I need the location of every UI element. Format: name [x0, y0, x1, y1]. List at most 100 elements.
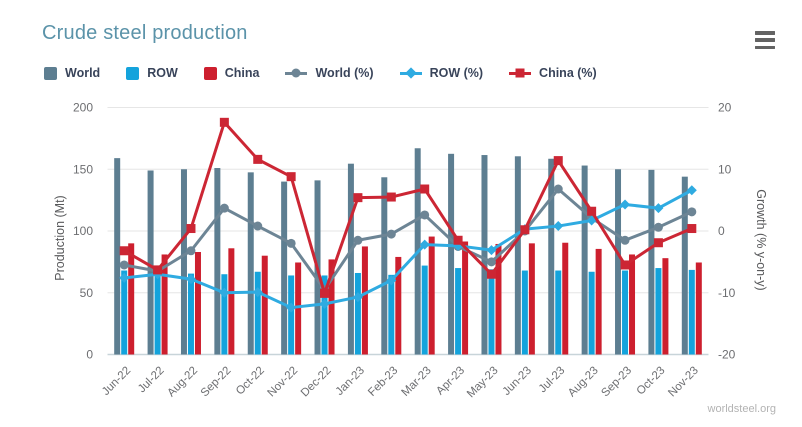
bar-china[interactable] — [562, 242, 569, 355]
circle-marker[interactable] — [286, 238, 296, 248]
square-marker[interactable] — [186, 224, 196, 234]
square-marker[interactable] — [153, 265, 163, 275]
square-marker[interactable] — [320, 288, 330, 298]
bar-row[interactable] — [688, 269, 695, 355]
circle-marker[interactable] — [219, 203, 229, 213]
bar-world[interactable] — [347, 163, 354, 355]
bar-row[interactable] — [622, 270, 629, 355]
circle-marker[interactable] — [653, 222, 663, 232]
bar-china[interactable] — [194, 251, 201, 355]
bar-row[interactable] — [354, 272, 361, 355]
square-marker[interactable] — [553, 156, 563, 166]
circle-marker[interactable] — [186, 246, 196, 256]
circle-marker[interactable] — [687, 207, 697, 217]
bar-china[interactable] — [128, 243, 135, 355]
legend-item-row-pct[interactable]: ROW (%) — [399, 66, 483, 80]
bar-china[interactable] — [295, 262, 302, 355]
bar-china[interactable] — [328, 259, 335, 355]
bar-world[interactable] — [648, 169, 655, 355]
square-marker[interactable] — [653, 238, 663, 248]
diamond-marker[interactable] — [419, 239, 430, 250]
circle-marker[interactable] — [386, 229, 396, 239]
bar-row[interactable] — [555, 270, 562, 355]
bar-row[interactable] — [254, 271, 261, 355]
bar-china[interactable] — [361, 246, 368, 355]
bar-world[interactable] — [615, 169, 622, 355]
square-marker[interactable] — [453, 235, 463, 245]
bar-row[interactable] — [321, 275, 328, 355]
chart-menu-button[interactable] — [753, 29, 777, 51]
square-marker[interactable] — [486, 269, 496, 279]
bar-china[interactable] — [228, 248, 235, 355]
bar-china[interactable] — [695, 262, 702, 355]
bar-row[interactable] — [488, 269, 495, 355]
bar-world[interactable] — [147, 170, 154, 355]
circle-marker[interactable] — [620, 235, 630, 245]
bar-world[interactable] — [514, 156, 521, 355]
bar-row[interactable] — [154, 272, 161, 355]
diamond-marker[interactable] — [553, 221, 564, 232]
credits-link[interactable]: worldsteel.org — [707, 403, 776, 415]
diamond-marker[interactable] — [119, 272, 130, 283]
bar-row[interactable] — [521, 270, 528, 355]
bar-world[interactable] — [281, 181, 288, 355]
bar-world[interactable] — [581, 165, 588, 355]
bar-world[interactable] — [180, 169, 187, 355]
diamond-marker[interactable] — [319, 298, 330, 309]
bar-world[interactable] — [114, 158, 121, 355]
bar-world[interactable] — [681, 176, 688, 355]
legend-item-world[interactable]: World — [44, 66, 100, 80]
diamond-marker[interactable] — [686, 185, 697, 196]
diamond-marker[interactable] — [386, 275, 397, 286]
square-marker[interactable] — [286, 172, 296, 182]
bar-row[interactable] — [288, 275, 295, 355]
square-marker[interactable] — [420, 184, 430, 194]
bar-row[interactable] — [655, 268, 662, 355]
legend-item-row[interactable]: ROW — [126, 66, 178, 80]
bar-china[interactable] — [395, 256, 402, 355]
square-marker[interactable] — [353, 193, 363, 203]
legend-item-world-pct[interactable]: World (%) — [285, 66, 374, 80]
diamond-marker[interactable] — [653, 203, 664, 214]
diamond-marker[interactable] — [286, 302, 297, 313]
bar-row[interactable] — [455, 268, 462, 355]
bar-row[interactable] — [388, 274, 395, 355]
bar-row[interactable] — [221, 274, 228, 355]
square-marker[interactable] — [620, 260, 630, 270]
bar-world[interactable] — [214, 168, 221, 355]
bar-china[interactable] — [161, 254, 168, 355]
bar-china[interactable] — [462, 241, 469, 355]
bar-china[interactable] — [662, 258, 669, 355]
circle-marker[interactable] — [253, 221, 263, 231]
diamond-marker[interactable] — [252, 287, 263, 298]
circle-marker[interactable] — [119, 260, 129, 270]
square-marker[interactable] — [520, 225, 530, 235]
diamond-marker[interactable] — [185, 274, 196, 285]
bar-world[interactable] — [548, 158, 555, 355]
bar-world[interactable] — [381, 177, 388, 355]
bar-china[interactable] — [629, 254, 636, 355]
legend-item-china-pct[interactable]: China (%) — [509, 66, 597, 80]
bar-row[interactable] — [187, 273, 194, 355]
bar-row[interactable] — [421, 265, 428, 355]
diamond-marker[interactable] — [352, 292, 363, 303]
square-marker[interactable] — [119, 246, 129, 256]
square-marker[interactable] — [219, 117, 229, 127]
legend-item-china[interactable]: China — [203, 66, 259, 80]
diamond-marker[interactable] — [486, 245, 497, 256]
bar-china[interactable] — [595, 248, 602, 355]
circle-marker[interactable] — [486, 257, 496, 267]
bar-world[interactable] — [247, 172, 254, 355]
bar-china[interactable] — [528, 243, 535, 355]
square-marker[interactable] — [386, 192, 396, 202]
diamond-marker[interactable] — [620, 199, 631, 210]
bar-row[interactable] — [588, 271, 595, 355]
circle-marker[interactable] — [353, 235, 363, 245]
circle-marker[interactable] — [553, 184, 563, 194]
diamond-marker[interactable] — [219, 287, 230, 298]
square-marker[interactable] — [253, 154, 263, 164]
square-marker[interactable] — [587, 206, 597, 216]
circle-marker[interactable] — [420, 210, 430, 220]
bar-world[interactable] — [448, 153, 455, 355]
bar-row[interactable] — [121, 270, 128, 355]
